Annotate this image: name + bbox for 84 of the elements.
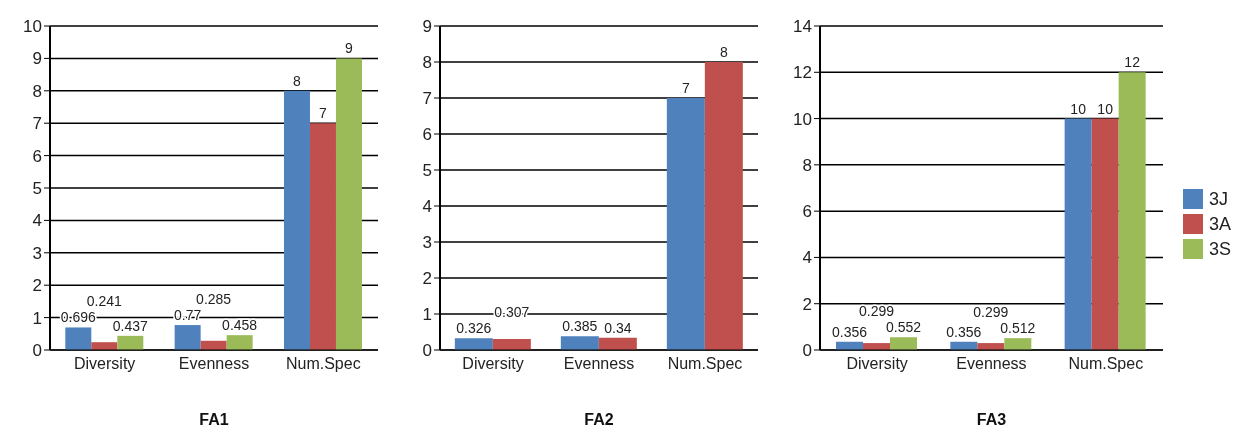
y-tick-label: 10 (23, 17, 42, 37)
legend-label: 3J (1208, 188, 1228, 210)
x-tick-label: Diversity (846, 355, 908, 373)
y-tick-label: 5 (32, 179, 42, 199)
data-label: 8 (719, 44, 728, 60)
x-tick-label: Evenness (956, 355, 1027, 373)
data-label: 0.285 (196, 291, 232, 308)
bar (492, 338, 531, 350)
y-tick-label: 4 (422, 197, 432, 217)
bar (666, 98, 705, 350)
y-tick-label: 2 (422, 269, 432, 289)
x-tick-label: Diversity (462, 355, 524, 373)
y-tick-label: 6 (32, 146, 42, 166)
y-tick-label: 7 (422, 89, 432, 109)
data-label: 10 (1070, 100, 1087, 117)
y-tick-label: 2 (802, 294, 812, 314)
data-label: 0.326 (456, 320, 492, 337)
y-tick-label: 12 (793, 63, 812, 83)
y-tick-label: 6 (802, 202, 812, 222)
y-tick-label: 2 (32, 276, 42, 296)
data-label: 7 (319, 105, 328, 122)
y-tick-label: 1 (422, 305, 432, 325)
bar (283, 90, 310, 350)
y-tick-label: 0 (32, 341, 42, 361)
bar (91, 342, 118, 350)
bar (890, 337, 918, 350)
y-tick-label: 5 (422, 161, 432, 181)
y-tick-label: 0 (422, 341, 432, 361)
x-axis-title: FA2 (584, 411, 614, 428)
data-label: 0.299 (973, 304, 1009, 321)
bar (226, 335, 253, 350)
data-label: 9 (345, 40, 354, 57)
y-tick-label: 3 (32, 243, 42, 263)
data-label: 0.34 (604, 319, 632, 336)
bar (1004, 338, 1032, 350)
y-tick-label: 9 (422, 17, 432, 37)
y-tick-label: 4 (32, 211, 42, 231)
y-tick-label: 8 (422, 53, 432, 73)
bar (598, 337, 637, 350)
y-tick-label: 6 (422, 125, 432, 145)
x-tick-label: Num.Spec (285, 355, 361, 373)
data-label: 10 (1097, 100, 1114, 117)
y-tick-label: 8 (32, 81, 42, 101)
y-tick-label: 9 (32, 49, 42, 69)
x-tick-label: Num.Spec (1068, 355, 1144, 373)
data-label: 12 (1124, 54, 1141, 71)
bar (704, 62, 743, 350)
data-label: 0.458 (222, 317, 258, 334)
bar (1118, 72, 1146, 350)
data-label: 0.512 (1000, 320, 1036, 337)
data-label: 0.356 (831, 323, 868, 340)
legend-label: 3A (1208, 213, 1231, 235)
data-label: 0.241 (86, 293, 123, 310)
data-label: 0.299 (858, 303, 895, 320)
bar (174, 325, 201, 350)
x-tick-label: Evenness (178, 355, 250, 373)
y-tick-label: 10 (793, 109, 812, 129)
x-tick-label: Diversity (73, 355, 136, 373)
y-tick-label: 0 (802, 341, 812, 361)
data-label: 0.356 (946, 323, 982, 340)
y-tick-label: 3 (422, 233, 432, 253)
y-tick-label: 8 (802, 155, 812, 175)
data-label: 0.552 (885, 319, 922, 336)
x-tick-label: Evenness (563, 355, 635, 373)
data-label: 0.385 (562, 318, 598, 335)
bar (560, 336, 599, 350)
y-tick-label: 4 (802, 248, 812, 268)
data-label: 7 (681, 80, 690, 96)
data-label: 8 (293, 72, 302, 89)
bar (454, 338, 493, 350)
x-tick-label: Num.Spec (667, 355, 743, 373)
x-axis-title: FA3 (976, 411, 1007, 428)
data-label: 0.437 (112, 317, 149, 334)
bar (309, 123, 336, 350)
bar (117, 335, 144, 350)
x-axis-title: FA1 (199, 411, 229, 428)
y-tick-label: 14 (793, 17, 812, 37)
bar (1091, 118, 1119, 350)
bar (335, 58, 362, 350)
y-tick-label: 1 (32, 308, 42, 328)
legend-label: 3S (1208, 238, 1231, 260)
y-tick-label: 7 (32, 114, 42, 134)
bar (65, 327, 92, 350)
bar (1064, 118, 1092, 350)
